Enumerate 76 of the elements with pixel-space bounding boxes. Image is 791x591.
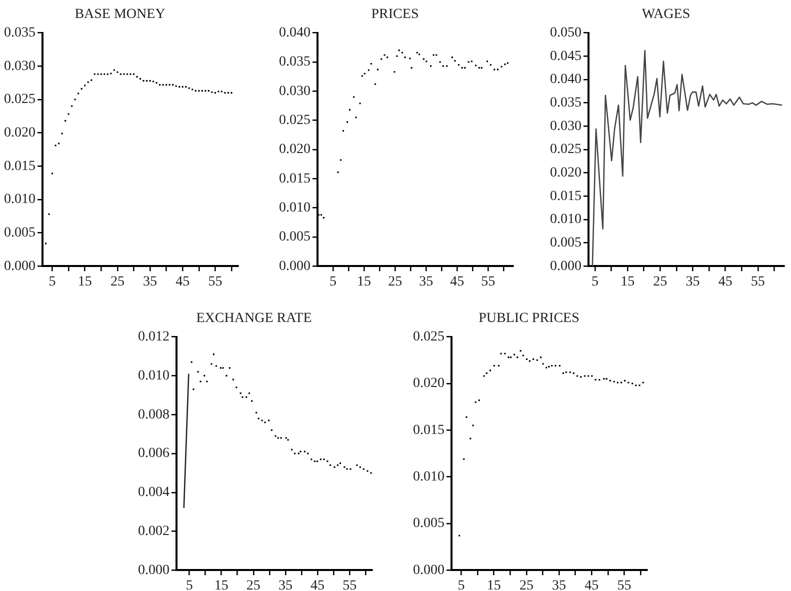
- y-tick-label: 0.025: [413, 329, 444, 344]
- x-tick-label: 15: [486, 578, 501, 591]
- x-tick-label: 25: [388, 274, 402, 290]
- y-tick-label: 0.015: [550, 188, 582, 204]
- y-tick-label: 0.030: [550, 118, 582, 134]
- x-tick-label: 45: [584, 578, 599, 591]
- x-tick-label: 35: [686, 274, 700, 290]
- x-tick-label: 45: [176, 274, 190, 290]
- y-tick-label: 0.035: [4, 25, 36, 40]
- y-tick-label: 0.035: [279, 54, 310, 70]
- y-tick-label: 0.006: [138, 446, 170, 462]
- y-tick-label: 0.000: [138, 562, 170, 578]
- x-tick-label: 45: [718, 274, 732, 290]
- y-tick-label: 0.030: [279, 84, 310, 99]
- x-tick-label: 25: [519, 578, 534, 591]
- x-tick-label: 35: [278, 578, 292, 591]
- y-tick-label: 0.020: [550, 166, 582, 181]
- y-tick-label: 0.004: [138, 485, 170, 500]
- y-tick-label: 0.005: [4, 226, 36, 241]
- y-tick-label: 0.015: [279, 171, 310, 186]
- x-tick-label: 5: [458, 578, 465, 591]
- y-tick-label: 0.010: [550, 212, 582, 228]
- y-tick-label: 0.030: [4, 58, 36, 74]
- y-tick-label: 0.010: [138, 368, 170, 384]
- x-tick-label: 5: [330, 274, 337, 290]
- x-tick-label: 15: [78, 274, 92, 290]
- x-tick-label: 15: [620, 274, 635, 290]
- x-tick-label: 35: [419, 274, 434, 290]
- y-tick-label: 0.012: [138, 329, 170, 344]
- chart-title: BASE MONEY: [74, 7, 166, 22]
- y-tick-label: 0.008: [138, 407, 170, 422]
- y-tick-label: 0.020: [4, 126, 36, 140]
- y-tick-label: 0.020: [413, 376, 444, 392]
- x-tick-label: 25: [246, 578, 260, 591]
- x-tick-label: 25: [653, 274, 668, 290]
- y-tick-label: 0.015: [4, 158, 36, 174]
- y-tick-label: 0.050: [550, 25, 582, 40]
- y-tick-label: 0.000: [279, 258, 310, 274]
- x-tick-label: 55: [481, 274, 496, 290]
- y-tick-label: 0.010: [279, 200, 310, 216]
- chart-title: PUBLIC PRICES: [478, 311, 580, 326]
- y-tick-label: 0.005: [279, 230, 310, 245]
- y-tick-label: 0.040: [279, 25, 310, 40]
- y-tick-label: 0.000: [550, 258, 582, 274]
- x-tick-label: 5: [592, 274, 599, 290]
- y-tick-label: 0.010: [413, 470, 444, 485]
- x-tick-label: 55: [342, 578, 357, 591]
- y-tick-label: 0.005: [550, 236, 582, 251]
- y-tick-label: 0.040: [550, 72, 582, 88]
- y-tick-label: 0.035: [550, 95, 582, 110]
- x-tick-label: 5: [48, 274, 56, 290]
- x-tick-label: 25: [110, 274, 124, 290]
- chart-title: EXCHANGE RATE: [196, 311, 312, 326]
- x-tick-label: 55: [750, 274, 765, 290]
- y-tick-label: 0.000: [4, 258, 36, 274]
- y-tick-label: 0.000: [413, 562, 444, 578]
- x-tick-label: 15: [214, 578, 228, 591]
- x-tick-label: 5: [186, 578, 193, 591]
- x-tick-label: 55: [617, 578, 632, 591]
- y-tick-label: 0.025: [4, 92, 36, 108]
- y-tick-label: 0.015: [413, 422, 444, 438]
- chart-title: PRICES: [371, 7, 419, 22]
- y-tick-label: 0.025: [550, 142, 582, 158]
- y-tick-label: 0.005: [413, 516, 444, 532]
- y-tick-label: 0.002: [138, 524, 170, 539]
- x-tick-label: 35: [552, 578, 566, 591]
- x-tick-label: 45: [450, 274, 464, 290]
- y-tick-label: 0.010: [4, 192, 36, 208]
- x-tick-label: 45: [310, 578, 325, 591]
- y-tick-label: 0.025: [279, 112, 310, 128]
- x-tick-label: 15: [357, 274, 372, 290]
- y-tick-label: 0.020: [279, 142, 310, 158]
- x-tick-label: 55: [208, 274, 222, 290]
- x-tick-label: 35: [143, 274, 158, 290]
- chart-title: WAGES: [642, 7, 690, 22]
- y-tick-label: 0.045: [550, 48, 582, 64]
